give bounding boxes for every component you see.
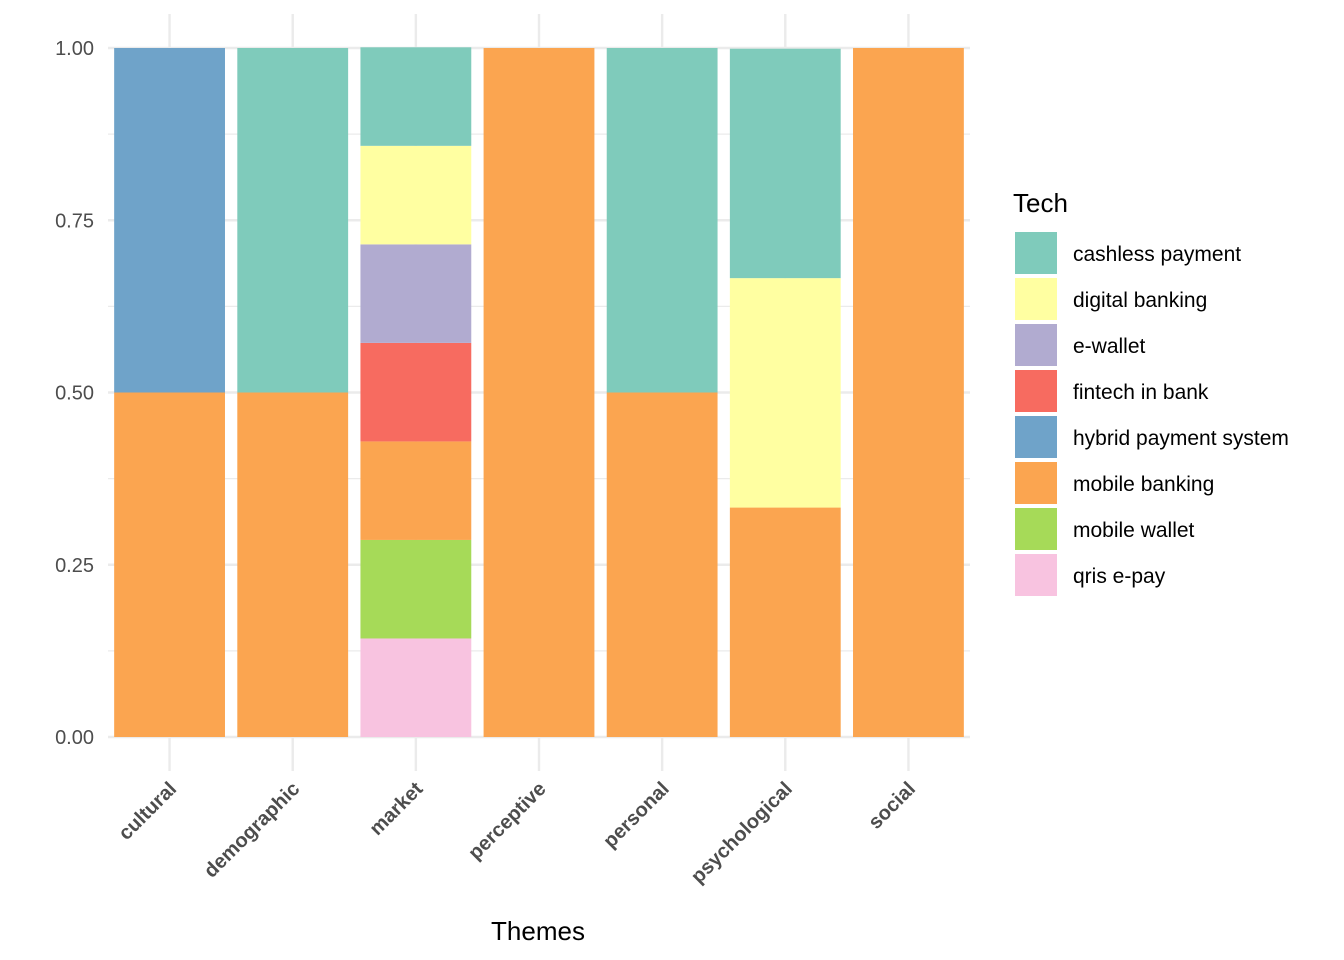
bar-segment-personal-cashless-payment [606, 48, 718, 393]
bar-segment-demographic-mobile-banking [237, 392, 349, 737]
bars [114, 47, 964, 737]
x-axis: cultural demographic market perceptive perso… [114, 778, 920, 888]
bar-segment-psychological-mobile-banking [729, 507, 841, 737]
x-tick-label: personal [599, 778, 674, 853]
legend-label: hybrid payment system [1073, 427, 1289, 450]
legend-swatch [1015, 370, 1057, 412]
bar-segment-personal-mobile-banking [606, 392, 718, 737]
bar-segment-social-mobile-banking [853, 48, 964, 737]
legend-label: e-wallet [1073, 335, 1146, 358]
bar-segment-psychological-digital-banking [729, 278, 841, 508]
bar-segment-demographic-cashless-payment [237, 48, 349, 393]
legend-swatch [1015, 508, 1057, 550]
legend-swatch [1015, 232, 1057, 274]
y-tick-label: 1.00 [55, 38, 94, 60]
y-tick-label: 0.00 [55, 727, 94, 749]
legend-label: digital banking [1073, 289, 1207, 312]
legend-swatch [1015, 462, 1057, 504]
y-tick-label: 0.75 [55, 210, 94, 232]
legend-title: Tech [1013, 188, 1068, 218]
legend-swatch [1015, 416, 1057, 458]
x-tick-label: perceptive [464, 778, 550, 864]
bar-segment-psychological-cashless-payment [729, 48, 841, 279]
bar-segment-perceptive-mobile-banking [483, 48, 595, 737]
x-tick-label: market [365, 778, 427, 840]
y-tick-label: 0.25 [55, 555, 94, 577]
bar-segment-market-digital-banking [360, 145, 472, 245]
legend-label: cashless payment [1073, 243, 1241, 266]
y-axis: 0.00 0.25 0.50 0.75 1.00 [55, 38, 94, 749]
bar-segment-market-qris-e-pay [360, 638, 472, 737]
legend: Tech cashless payment digital banking e-wa… [1013, 188, 1289, 596]
bar-segment-market-e-wallet [360, 244, 472, 343]
legend-label: qris e-pay [1073, 565, 1166, 588]
legend-label: mobile banking [1073, 473, 1214, 496]
legend-label: mobile wallet [1073, 519, 1195, 542]
bar-segment-market-mobile-wallet [360, 539, 472, 639]
x-tick-label: cultural [114, 778, 181, 845]
bar-segment-market-fintech-in-bank [360, 342, 472, 442]
bar-segment-cultural-hybrid-payment-system [114, 48, 225, 393]
legend-swatch [1015, 554, 1057, 596]
x-tick-label: social [864, 778, 920, 834]
legend-swatch [1015, 324, 1057, 366]
x-tick-label: demographic [200, 778, 304, 882]
bar-segment-market-cashless-payment [360, 47, 472, 146]
y-tick-label: 0.50 [55, 383, 94, 405]
x-tick-label: psychological [687, 778, 797, 888]
x-axis-title: Themes [491, 916, 585, 946]
bar-segment-cultural-mobile-banking [114, 392, 225, 737]
legend-label: fintech in bank [1073, 381, 1209, 404]
legend-swatch [1015, 278, 1057, 320]
bar-segment-market-mobile-banking [360, 441, 472, 540]
